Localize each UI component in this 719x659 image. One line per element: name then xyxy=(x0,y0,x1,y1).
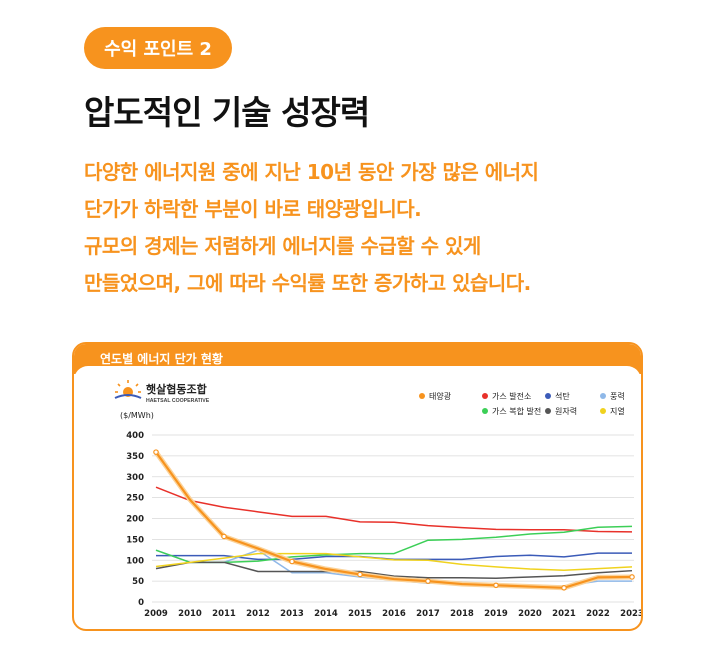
description: 다양한 에너지원 중에 지난 10년 동안 가장 많은 에너지 단가가 하락한 … xyxy=(84,154,704,302)
data-point xyxy=(221,533,227,540)
data-point xyxy=(357,571,363,578)
x-tick-label: 2012 xyxy=(246,609,270,619)
legend-label: 석탄 xyxy=(555,391,570,401)
y-tick-label: 300 xyxy=(126,473,144,483)
x-tick-label: 2015 xyxy=(348,609,372,619)
legend-swatch xyxy=(545,393,551,399)
legend-label: 풍력 xyxy=(610,391,625,401)
description-line: 다양한 에너지원 중에 지난 10년 동안 가장 많은 에너지 xyxy=(84,160,539,184)
x-tick-label: 2019 xyxy=(484,609,508,619)
y-tick-label: 200 xyxy=(126,515,144,525)
legend-label: 지열 xyxy=(610,407,625,416)
legend-swatch xyxy=(600,393,606,399)
x-tick-label: 2016 xyxy=(382,609,406,619)
logo: 햇살협동조합 HAETSAL COOPERATIVE xyxy=(114,380,210,404)
chart-card: 연도별 에너지 단가 현황 햇살협동조합 HAETSAL COOPERATIVE… xyxy=(72,342,643,631)
legend-label: 가스 복합 발전 xyxy=(492,406,541,416)
section-badge-label: 수익 포인트 2 xyxy=(104,39,212,60)
sun-logo-icon xyxy=(114,380,142,399)
series-line-glow xyxy=(153,450,633,591)
y-tick-label: 250 xyxy=(126,494,144,504)
page-title: 압도적인 기술 성장력 xyxy=(84,93,370,132)
legend-label: 원자력 xyxy=(555,406,577,416)
data-point xyxy=(425,578,431,584)
section-badge: 수익 포인트 2 xyxy=(84,27,232,69)
y-tick-label: 350 xyxy=(126,452,144,462)
description-line: 만들었으며, 그에 따라 수익률 또한 증가하고 있습니다. xyxy=(84,271,531,295)
x-tick-label: 2009 xyxy=(144,609,168,619)
series-line xyxy=(155,486,633,533)
y-tick-label: 100 xyxy=(126,556,144,566)
x-tick-label: 2013 xyxy=(280,609,304,619)
energy-cost-chart: 햇살협동조합 HAETSAL COOPERATIVE ($/MWh) 0 50 10… xyxy=(114,380,641,619)
y-tick-label: 400 xyxy=(126,431,144,441)
legend-label: 태양광 xyxy=(429,391,452,401)
x-tick-label: 2010 xyxy=(178,609,202,619)
logo-name: 햇살협동조합 xyxy=(146,382,207,396)
y-tick-label: 0 xyxy=(138,598,144,608)
legend-swatch xyxy=(600,408,606,414)
legend-swatch xyxy=(545,408,551,414)
x-tick-label: 2017 xyxy=(416,609,440,619)
x-tick-label: 2022 xyxy=(586,609,610,619)
y-tick-label: 50 xyxy=(132,577,144,587)
series-line xyxy=(155,525,633,564)
data-point xyxy=(629,574,635,580)
data-point xyxy=(289,558,295,565)
x-tick-label: 2023 xyxy=(620,609,641,619)
series-line xyxy=(155,561,633,579)
x-tick-label: 2011 xyxy=(212,609,236,619)
data-point xyxy=(153,449,159,455)
legend-label: 가스 발전소 xyxy=(492,391,531,401)
legend-swatch xyxy=(419,393,425,399)
x-tick-label: 2014 xyxy=(314,609,338,619)
y-tick-label: 150 xyxy=(126,535,144,545)
legend-swatch xyxy=(482,408,488,414)
x-tick-label: 2021 xyxy=(552,609,576,619)
series-line xyxy=(155,552,633,572)
data-point xyxy=(493,582,499,589)
legend-swatch xyxy=(482,393,488,399)
series-line xyxy=(155,451,633,589)
x-tick-label: 2018 xyxy=(450,609,474,619)
y-axis-unit: ($/MWh) xyxy=(120,411,154,420)
description-line: 단가가 하락한 부분이 바로 태양광입니다. xyxy=(84,197,422,221)
logo-name-en: HAETSAL COOPERATIVE xyxy=(146,398,210,404)
x-tick-label: 2020 xyxy=(518,609,542,619)
description-line: 규모의 경제는 저렴하게 에너지를 수급할 수 있게 xyxy=(84,234,481,258)
data-point xyxy=(561,585,567,591)
chart-card-title: 연도별 에너지 단가 현황 xyxy=(100,352,223,366)
